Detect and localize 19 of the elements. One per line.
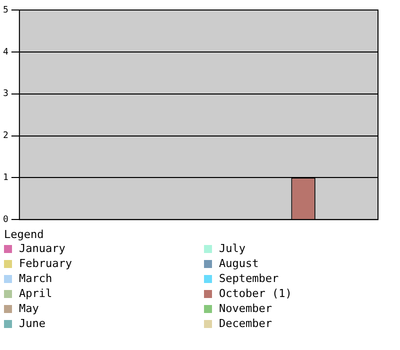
- legend-label: January: [19, 242, 66, 255]
- legend-title: Legend: [4, 228, 45, 241]
- y-tick-label: 4: [2, 47, 8, 58]
- y-tick-label: 5: [2, 5, 8, 16]
- legend-label: December: [219, 317, 272, 330]
- legend-label: August: [219, 257, 259, 270]
- legend-label: October (1): [219, 287, 292, 300]
- y-tick-label: 3: [2, 89, 8, 100]
- legend-label: March: [19, 272, 52, 285]
- legend-label: June: [19, 317, 46, 330]
- legend-label: May: [19, 302, 39, 315]
- legend-label: April: [19, 287, 52, 300]
- legend-label: February: [19, 257, 72, 270]
- y-tick-label: 1: [2, 173, 8, 184]
- legend-label: September: [219, 272, 279, 285]
- y-tick-label: 2: [2, 131, 8, 142]
- legend-label: November: [219, 302, 272, 315]
- y-tick-label: 0: [2, 214, 8, 225]
- legend-label: July: [219, 242, 246, 255]
